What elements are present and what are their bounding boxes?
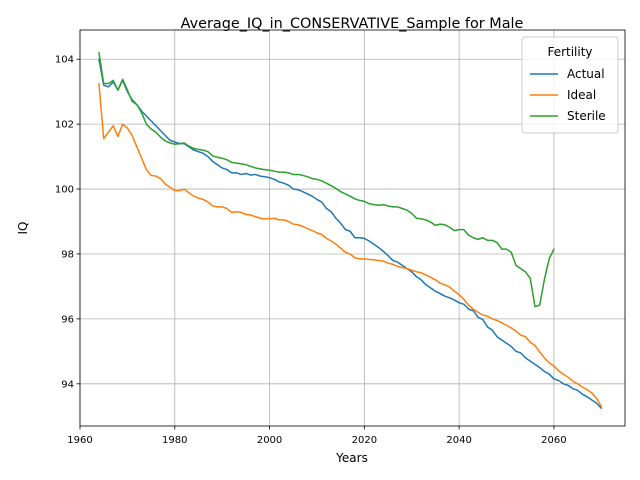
chart-title: Average_IQ_in_CONSERVATIVE_Sample for Ma… bbox=[181, 16, 524, 32]
series-line-sterile bbox=[98, 51, 555, 308]
series-line-ideal bbox=[98, 82, 603, 408]
y-tick-label: 104 bbox=[55, 55, 74, 66]
legend-box bbox=[521, 36, 619, 134]
x-tick-label: 2060 bbox=[541, 435, 566, 446]
series-layer bbox=[98, 51, 603, 409]
y-tick-label: 100 bbox=[55, 185, 74, 196]
legend-label-sterile: Sterile bbox=[567, 109, 606, 123]
x-tick-label: 1980 bbox=[162, 435, 187, 446]
y-axis-label: IQ bbox=[16, 222, 30, 235]
y-tick-label: 98 bbox=[61, 249, 74, 260]
legend-title: Fertility bbox=[547, 45, 592, 59]
legend: Fertility Actual Ideal Sterile bbox=[521, 36, 619, 134]
y-axis: 94 96 98 100 102 104 bbox=[55, 55, 80, 390]
legend-label-ideal: Ideal bbox=[567, 88, 596, 102]
x-tick-label: 1960 bbox=[67, 435, 92, 446]
x-axis: 1960 1980 2000 2020 2040 2060 bbox=[67, 426, 567, 446]
legend-label-actual: Actual bbox=[567, 67, 605, 81]
x-tick-label: 2040 bbox=[446, 435, 471, 446]
plot-frame bbox=[79, 29, 626, 427]
x-axis-label: Years bbox=[335, 451, 368, 465]
y-tick-label: 94 bbox=[61, 379, 74, 390]
y-tick-label: 96 bbox=[61, 314, 74, 325]
y-tick-label: 102 bbox=[55, 120, 74, 131]
x-tick-label: 2000 bbox=[257, 435, 282, 446]
x-tick-label: 2020 bbox=[352, 435, 377, 446]
